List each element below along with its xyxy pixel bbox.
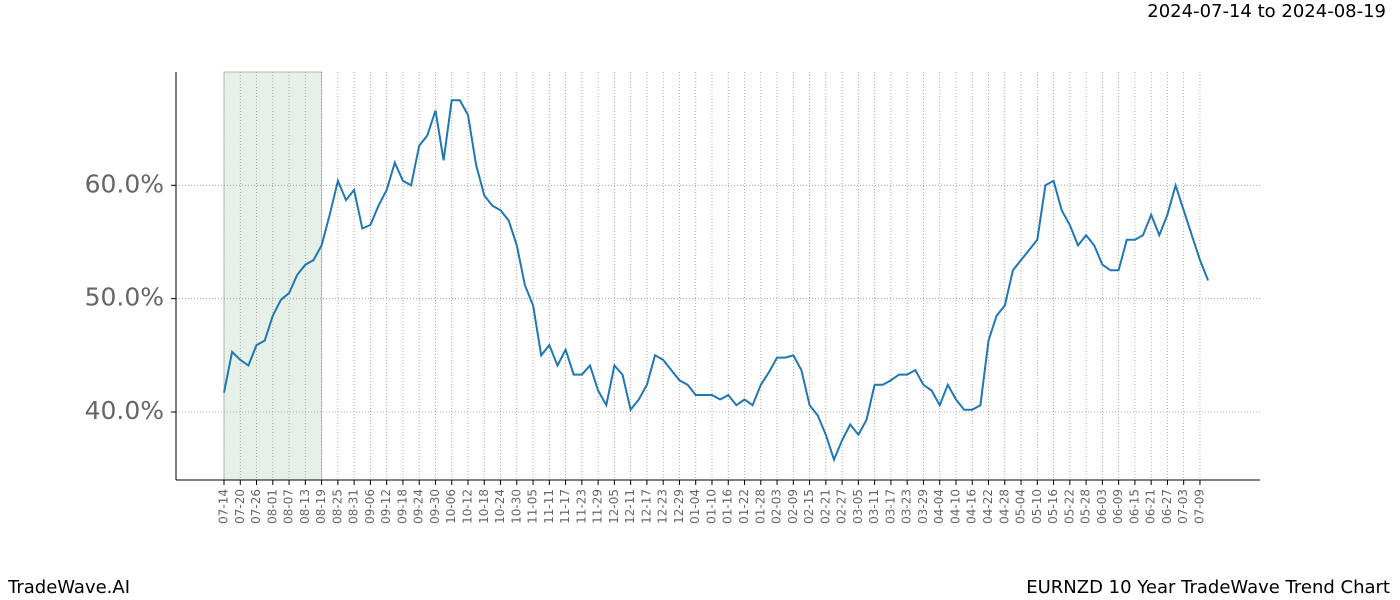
chart-subtitle: 2024-07-14 to 2024-08-19 [1147,1,1386,22]
x-tick-label: 02-03 [770,489,784,524]
x-tick-label: 04-28 [997,489,1011,524]
x-tick-label: 01-16 [721,489,735,524]
x-tick-label: 12-17 [639,489,653,524]
x-tick-label: 10-12 [460,489,474,524]
x-tick-label: 12-05 [607,489,621,524]
x-tick-label: 07-03 [1176,489,1190,524]
x-tick-label: 03-17 [883,489,897,524]
x-tick-label: 09-24 [412,489,426,524]
x-tick-label: 01-22 [737,489,751,524]
brand: TradeWave.AI [7,577,130,598]
x-tick-label: 12-23 [656,489,670,524]
x-tick-label: 11-05 [526,489,540,524]
x-tick-label: 08-01 [265,489,279,524]
x-tick-label: 11-23 [574,489,588,524]
x-tick-label: 08-13 [298,489,312,524]
x-tick-label: 09-12 [379,489,393,524]
y-tick-label: 40.0% [85,396,164,425]
x-tick-label: 08-25 [330,489,344,524]
x-tick-label: 07-20 [233,489,247,524]
x-tick-label: 07-26 [249,489,263,524]
x-tick-label: 05-28 [1079,489,1093,524]
x-tick-label: 04-04 [932,489,946,524]
x-tick-label: 04-10 [948,489,962,524]
x-tick-label: 10-24 [493,489,507,524]
x-tick-label: 06-15 [1127,489,1141,524]
x-tick-label: 02-21 [818,489,832,524]
x-tick-label: 07-14 [217,489,231,524]
x-tick-label: 07-09 [1192,489,1206,524]
x-tick-label: 02-27 [835,489,849,524]
x-tick-label: 05-22 [1062,489,1076,524]
y-tick-label: 50.0% [85,283,164,312]
x-tick-label: 11-17 [558,489,572,524]
x-tick-label: 01-28 [753,489,767,524]
x-tick-label: 10-18 [477,489,491,524]
x-tick-label: 03-11 [867,489,881,524]
x-tick-label: 03-29 [916,489,930,524]
x-tick-label: 10-06 [444,489,458,524]
x-tick-label: 05-16 [1046,489,1060,524]
trend-line [223,99,1210,463]
chart-title: EURNZD 10 Year TradeWave Trend Chart [1026,577,1390,598]
x-tick-label: 10-30 [509,489,523,524]
x-tick-label: 12-29 [672,489,686,524]
x-tick-label: 09-30 [428,489,442,524]
x-tick-label: 11-11 [542,489,556,524]
x-tick-label: 04-22 [981,489,995,524]
x-tick-label: 02-15 [802,489,816,524]
x-tick-label: 12-11 [623,489,637,524]
x-tick-label: 03-05 [851,489,865,524]
x-tick-label: 01-04 [688,489,702,524]
x-tick-label: 09-18 [395,489,409,524]
x-tick-label: 06-09 [1111,489,1125,524]
x-tick-label: 04-16 [965,489,979,524]
x-tick-label: 08-07 [282,489,296,524]
x-tick-label: 06-03 [1095,489,1109,524]
x-tick-label: 01-10 [704,489,718,524]
x-tick-label: 06-27 [1160,489,1174,524]
x-tick-label: 06-21 [1144,489,1158,524]
x-tick-label: 02-09 [786,489,800,524]
x-tick-label: 08-19 [314,489,328,524]
x-tick-label: 05-10 [1030,489,1044,524]
x-tick-label: 08-31 [347,489,361,524]
y-tick-label: 60.0% [85,169,164,198]
x-tick-label: 03-23 [900,489,914,524]
x-tick-label: 09-06 [363,489,377,524]
x-tick-label: 11-29 [591,489,605,524]
x-tick-label: 05-04 [1014,489,1028,524]
